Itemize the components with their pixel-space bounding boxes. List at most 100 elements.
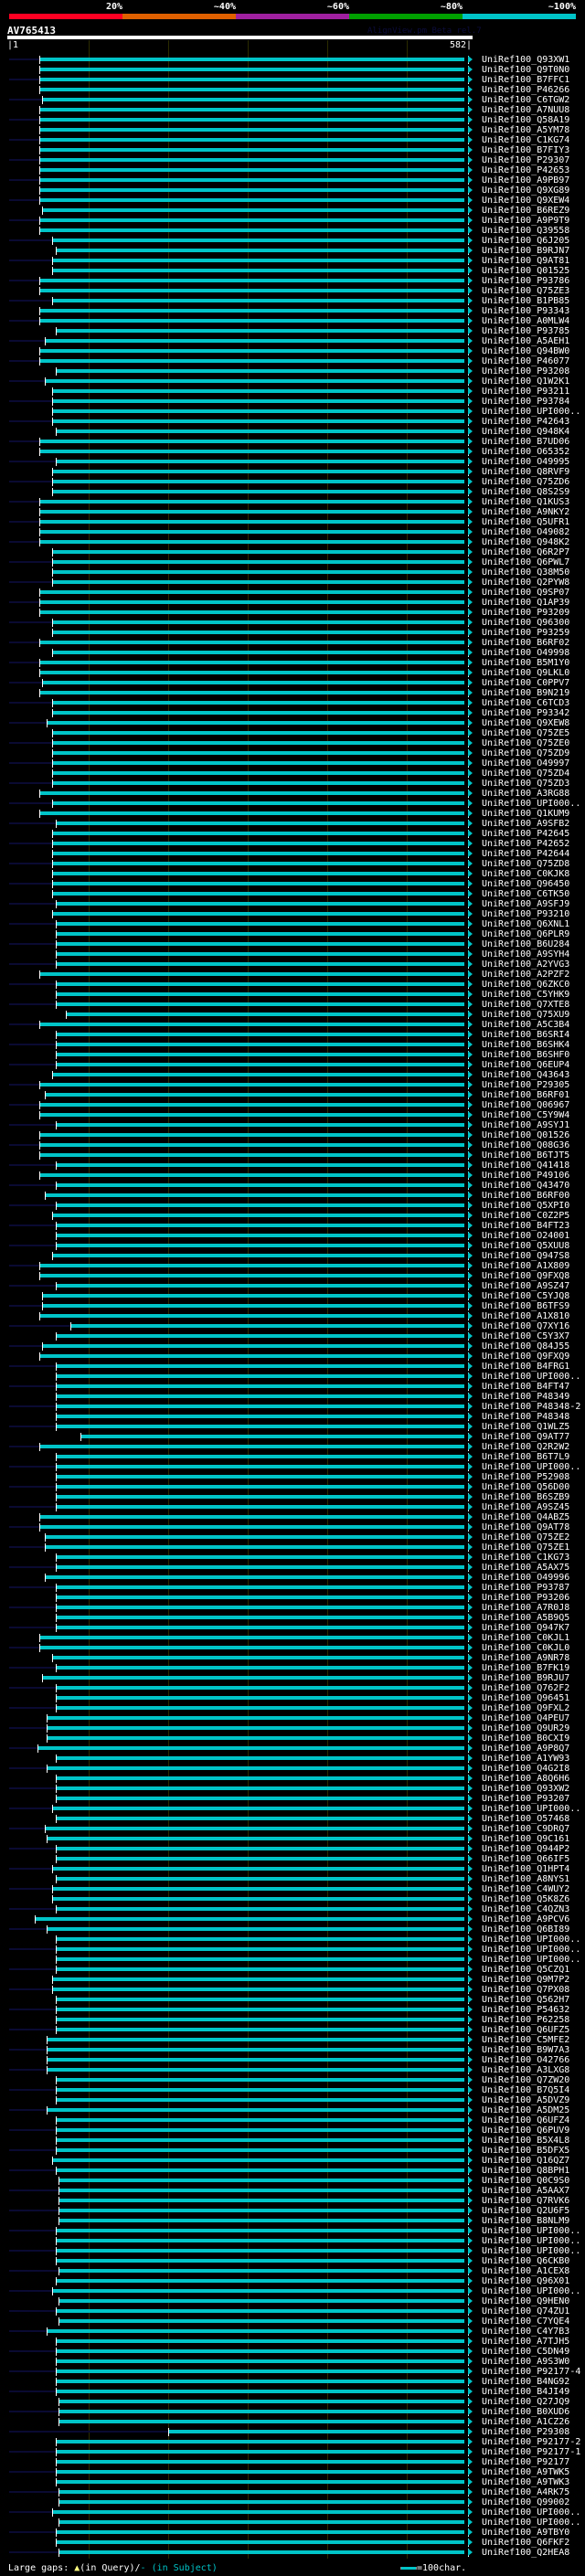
alignment-bar[interactable] bbox=[47, 2329, 464, 2333]
alignment-bar[interactable] bbox=[56, 1244, 464, 1247]
alignment-bar[interactable] bbox=[56, 2279, 464, 2283]
alignment-bar[interactable] bbox=[56, 2118, 464, 2122]
hit-label[interactable]: UniRef100_A5B9Q5 bbox=[482, 1613, 570, 1623]
alignment-bar[interactable] bbox=[45, 379, 464, 383]
alignment-bar[interactable] bbox=[56, 1063, 464, 1066]
hit-row[interactable]: UniRef100_A9PCV6 bbox=[0, 1914, 585, 1924]
alignment-bar[interactable] bbox=[56, 2239, 464, 2242]
alignment-bar[interactable] bbox=[56, 2349, 464, 2353]
alignment-bar[interactable] bbox=[168, 2430, 464, 2433]
hit-row[interactable]: UniRef100_Q96300 bbox=[0, 618, 585, 628]
alignment-bar[interactable] bbox=[52, 631, 464, 634]
hit-row[interactable]: UniRef100_Q75ZD8 bbox=[0, 859, 585, 869]
alignment-bar[interactable] bbox=[52, 741, 464, 745]
hit-row[interactable]: UniRef100_A8NYS1 bbox=[0, 1874, 585, 1884]
alignment-bar[interactable] bbox=[56, 2008, 464, 2011]
alignment-bar[interactable] bbox=[39, 309, 464, 313]
hit-label[interactable]: UniRef100_A9TWK3 bbox=[482, 2477, 570, 2487]
hit-row[interactable]: UniRef100_P93211 bbox=[0, 387, 585, 397]
hit-row[interactable]: UniRef100_UPI000.. bbox=[0, 2226, 585, 2236]
hit-label[interactable]: UniRef100_A2YVG3 bbox=[482, 959, 570, 970]
hit-row[interactable]: UniRef100_Q75ZD4 bbox=[0, 769, 585, 779]
hit-label[interactable]: UniRef100_B9RJU7 bbox=[482, 1673, 570, 1683]
hit-row[interactable]: UniRef100_P93786 bbox=[0, 276, 585, 286]
hit-label[interactable]: UniRef100_A1CZ26 bbox=[482, 2417, 570, 2427]
hit-row[interactable]: UniRef100_Q9T0N0 bbox=[0, 65, 585, 75]
hit-label[interactable]: UniRef100_C0KJK8 bbox=[482, 869, 570, 879]
hit-label[interactable]: UniRef100_A8Q6H6 bbox=[482, 1774, 570, 1784]
alignment-bar[interactable] bbox=[56, 2460, 464, 2464]
alignment-bar[interactable] bbox=[39, 118, 464, 122]
hit-row[interactable]: UniRef100_Q43643 bbox=[0, 1070, 585, 1080]
hit-label[interactable]: UniRef100_P93211 bbox=[482, 387, 570, 397]
alignment-bar[interactable] bbox=[39, 188, 464, 192]
hit-label[interactable]: UniRef100_Q762F2 bbox=[482, 1683, 570, 1693]
hit-label[interactable]: UniRef100_C5YJQ8 bbox=[482, 1291, 570, 1301]
alignment-bar[interactable] bbox=[39, 78, 464, 81]
hit-label[interactable]: UniRef100_O65352 bbox=[482, 447, 570, 457]
hit-row[interactable]: UniRef100_A9TWK3 bbox=[0, 2477, 585, 2487]
alignment-bar[interactable] bbox=[58, 2319, 464, 2323]
hit-label[interactable]: UniRef100_Q43470 bbox=[482, 1181, 570, 1191]
hit-label[interactable]: UniRef100_A9SFJ9 bbox=[482, 899, 570, 909]
hit-label[interactable]: UniRef100_A3RG88 bbox=[482, 789, 570, 799]
hit-row[interactable]: UniRef100_Q2U6F5 bbox=[0, 2206, 585, 2216]
hit-row[interactable]: UniRef100_Q2PYW8 bbox=[0, 578, 585, 588]
hit-row[interactable]: UniRef100_P46266 bbox=[0, 85, 585, 95]
alignment-bar[interactable] bbox=[39, 540, 464, 544]
hit-label[interactable]: UniRef100_P92177-1 bbox=[482, 2447, 581, 2457]
hit-row[interactable]: UniRef100_A1CEX8 bbox=[0, 2266, 585, 2276]
hit-row[interactable]: UniRef100_A1X810 bbox=[0, 1311, 585, 1321]
hit-row[interactable]: UniRef100_P46077 bbox=[0, 356, 585, 366]
alignment-bar[interactable] bbox=[56, 932, 464, 936]
hit-row[interactable]: UniRef100_B9W7A3 bbox=[0, 2045, 585, 2055]
hit-row[interactable]: UniRef100_B4NG92 bbox=[0, 2377, 585, 2387]
hit-row[interactable]: UniRef100_A5C3B4 bbox=[0, 1020, 585, 1030]
hit-label[interactable]: UniRef100_B6RF01 bbox=[482, 1090, 570, 1100]
alignment-bar[interactable] bbox=[52, 872, 464, 875]
hit-row[interactable]: UniRef100_P92177-4 bbox=[0, 2367, 585, 2377]
hit-row[interactable]: UniRef100_C6TCD3 bbox=[0, 698, 585, 708]
hit-row[interactable]: UniRef100_Q9AT77 bbox=[0, 1432, 585, 1442]
hit-row[interactable]: UniRef100_C4WUY2 bbox=[0, 1884, 585, 1894]
hit-label[interactable]: UniRef100_B4NG92 bbox=[482, 2377, 570, 2387]
hit-row[interactable]: UniRef100_B6U284 bbox=[0, 939, 585, 949]
hit-label[interactable]: UniRef100_P93259 bbox=[482, 628, 570, 638]
hit-row[interactable]: UniRef100_A8Q6H6 bbox=[0, 1774, 585, 1784]
hit-row[interactable]: UniRef100_Q99002 bbox=[0, 2497, 585, 2507]
hit-label[interactable]: UniRef100_Q27JQ9 bbox=[482, 2397, 570, 2407]
alignment-bar[interactable] bbox=[52, 560, 464, 564]
hit-row[interactable]: UniRef100_P29308 bbox=[0, 2427, 585, 2437]
hit-row[interactable]: UniRef100_Q2R2W2 bbox=[0, 1442, 585, 1452]
alignment-bar[interactable] bbox=[42, 1676, 464, 1680]
hit-label[interactable]: UniRef100_Q84J55 bbox=[482, 1341, 570, 1352]
hit-row[interactable]: UniRef100_B6SRI4 bbox=[0, 1030, 585, 1040]
hit-label[interactable]: UniRef100_P93206 bbox=[482, 1593, 570, 1603]
hit-row[interactable]: UniRef100_Q96451 bbox=[0, 1693, 585, 1703]
alignment-bar[interactable] bbox=[52, 419, 464, 423]
alignment-bar[interactable] bbox=[52, 2158, 464, 2162]
alignment-bar[interactable] bbox=[56, 1203, 464, 1207]
hit-row[interactable]: UniRef100_Q7ZW20 bbox=[0, 2075, 585, 2085]
hit-row[interactable]: UniRef100_B4FT47 bbox=[0, 1382, 585, 1392]
alignment-bar[interactable] bbox=[56, 902, 464, 906]
hit-row[interactable]: UniRef100_A9SYH4 bbox=[0, 949, 585, 959]
hit-label[interactable]: UniRef100_A1YW93 bbox=[482, 1754, 570, 1764]
hit-label[interactable]: UniRef100_B6SRI4 bbox=[482, 1030, 570, 1040]
hit-row[interactable]: UniRef100_C4Y7B3 bbox=[0, 2327, 585, 2337]
hit-label[interactable]: UniRef100_O49995 bbox=[482, 457, 570, 467]
hit-label[interactable]: UniRef100_Q948K2 bbox=[482, 537, 570, 547]
hit-label[interactable]: UniRef100_Q75ZE3 bbox=[482, 286, 570, 296]
hit-row[interactable]: UniRef100_O42766 bbox=[0, 2055, 585, 2065]
hit-row[interactable]: UniRef100_B0CXI9 bbox=[0, 1733, 585, 1744]
hit-row[interactable]: UniRef100_A3RG88 bbox=[0, 789, 585, 799]
hit-row[interactable]: UniRef100_A9SYJ1 bbox=[0, 1120, 585, 1130]
alignment-bar[interactable] bbox=[52, 801, 464, 805]
alignment-bar[interactable] bbox=[56, 1786, 464, 1790]
hit-label[interactable]: UniRef100_C6TGW2 bbox=[482, 95, 570, 105]
hit-row[interactable]: UniRef100_P93343 bbox=[0, 306, 585, 316]
hit-row[interactable]: UniRef100_Q7PX08 bbox=[0, 1985, 585, 1995]
hit-label[interactable]: UniRef100_UPI000.. bbox=[482, 2226, 581, 2236]
alignment-bar[interactable] bbox=[52, 771, 464, 775]
hit-row[interactable]: UniRef100_A5B9Q5 bbox=[0, 1613, 585, 1623]
